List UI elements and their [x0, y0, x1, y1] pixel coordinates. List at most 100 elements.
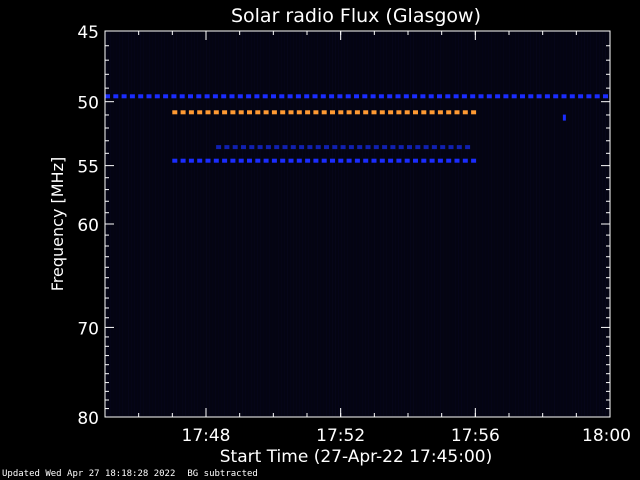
noise-column: [503, 32, 504, 416]
noise-column: [488, 32, 489, 416]
noise-column: [233, 32, 234, 416]
noise-column: [116, 32, 117, 416]
noise-column: [404, 32, 405, 416]
noise-column: [227, 32, 228, 416]
band-segment: [420, 94, 426, 99]
band-segment: [388, 110, 394, 115]
noise-column: [239, 32, 240, 416]
noise-column: [443, 32, 444, 416]
band-segment: [279, 94, 285, 99]
noise-column: [335, 32, 336, 416]
band-segment: [371, 158, 377, 163]
noise-column: [185, 32, 186, 416]
band-segment: [354, 110, 360, 115]
band-segment: [237, 94, 243, 99]
noise-column: [410, 32, 411, 416]
noise-column: [368, 32, 369, 416]
noise-column: [194, 32, 195, 416]
band-segment: [329, 94, 335, 99]
noise-column: [347, 32, 348, 416]
band-segment: [305, 110, 311, 115]
band-segment: [263, 158, 269, 163]
y-tick-label: 50: [77, 94, 99, 114]
band-segment: [271, 94, 276, 99]
band-segment: [503, 94, 509, 99]
noise-column: [278, 32, 279, 416]
band-segment: [262, 94, 268, 99]
noise-column: [452, 32, 453, 416]
band-segment: [274, 145, 280, 150]
band-segment: [221, 94, 227, 99]
noise-column: [329, 32, 330, 416]
noise-column: [161, 32, 162, 416]
band-segment: [307, 145, 313, 150]
noise-column: [137, 32, 138, 416]
noise-column: [485, 32, 486, 416]
noise-column: [287, 32, 288, 416]
noise-column: [464, 32, 465, 416]
noise-column: [539, 32, 540, 416]
band-segment: [332, 145, 338, 150]
band-segment: [553, 94, 559, 99]
noise-column: [434, 32, 435, 416]
band-segment: [180, 158, 186, 163]
noise-column: [245, 32, 246, 416]
band-segment: [330, 158, 335, 163]
noise-column: [356, 32, 357, 416]
noise-column: [323, 32, 324, 416]
band-segment: [265, 145, 271, 150]
band-segment: [431, 145, 437, 150]
band-segment: [188, 110, 194, 115]
noise-column: [350, 32, 351, 416]
noise-column: [518, 32, 519, 416]
band-segment: [216, 145, 222, 150]
band-segment: [163, 94, 169, 99]
x-tick-label: 18:00: [582, 426, 631, 446]
noise-column: [275, 32, 276, 416]
noise-column: [128, 32, 129, 416]
band-segment: [188, 94, 193, 99]
noise-texture: [107, 32, 606, 416]
noise-column: [419, 32, 420, 416]
x-tick-label: 17:52: [316, 426, 365, 446]
noise-column: [578, 32, 579, 416]
noise-column: [587, 32, 588, 416]
y-tick-label: 70: [77, 319, 99, 339]
band-segment: [403, 94, 409, 99]
noise-column: [530, 32, 531, 416]
band-segment: [390, 145, 396, 150]
noise-column: [263, 32, 264, 416]
band-segment: [180, 110, 186, 115]
noise-column: [338, 32, 339, 416]
band-segment: [288, 110, 294, 115]
noise-column: [554, 32, 555, 416]
band-segment: [594, 94, 600, 99]
band-segment: [404, 158, 410, 163]
band-segment: [561, 94, 567, 99]
band-segment: [536, 94, 542, 99]
band-segment: [305, 158, 311, 163]
band-segment: [179, 94, 185, 99]
band-segment: [348, 145, 354, 150]
noise-column: [476, 32, 477, 416]
noise-column: [497, 32, 498, 416]
noise-column: [152, 32, 153, 416]
band-segment: [388, 158, 394, 163]
noise-column: [365, 32, 366, 416]
band-segment: [222, 110, 228, 115]
band-segment: [382, 145, 388, 150]
noise-column: [566, 32, 567, 416]
noise-column: [308, 32, 309, 416]
band-segment: [415, 145, 421, 150]
band-segment: [121, 94, 127, 99]
noise-column: [236, 32, 237, 416]
noise-column: [146, 32, 147, 416]
plot-area: [105, 31, 610, 417]
noise-column: [314, 32, 315, 416]
noise-column: [224, 32, 225, 416]
band-segment: [511, 94, 517, 99]
band-segment: [404, 110, 410, 115]
band-dot: [562, 114, 566, 121]
noise-column: [215, 32, 216, 416]
band-segment: [222, 158, 228, 163]
